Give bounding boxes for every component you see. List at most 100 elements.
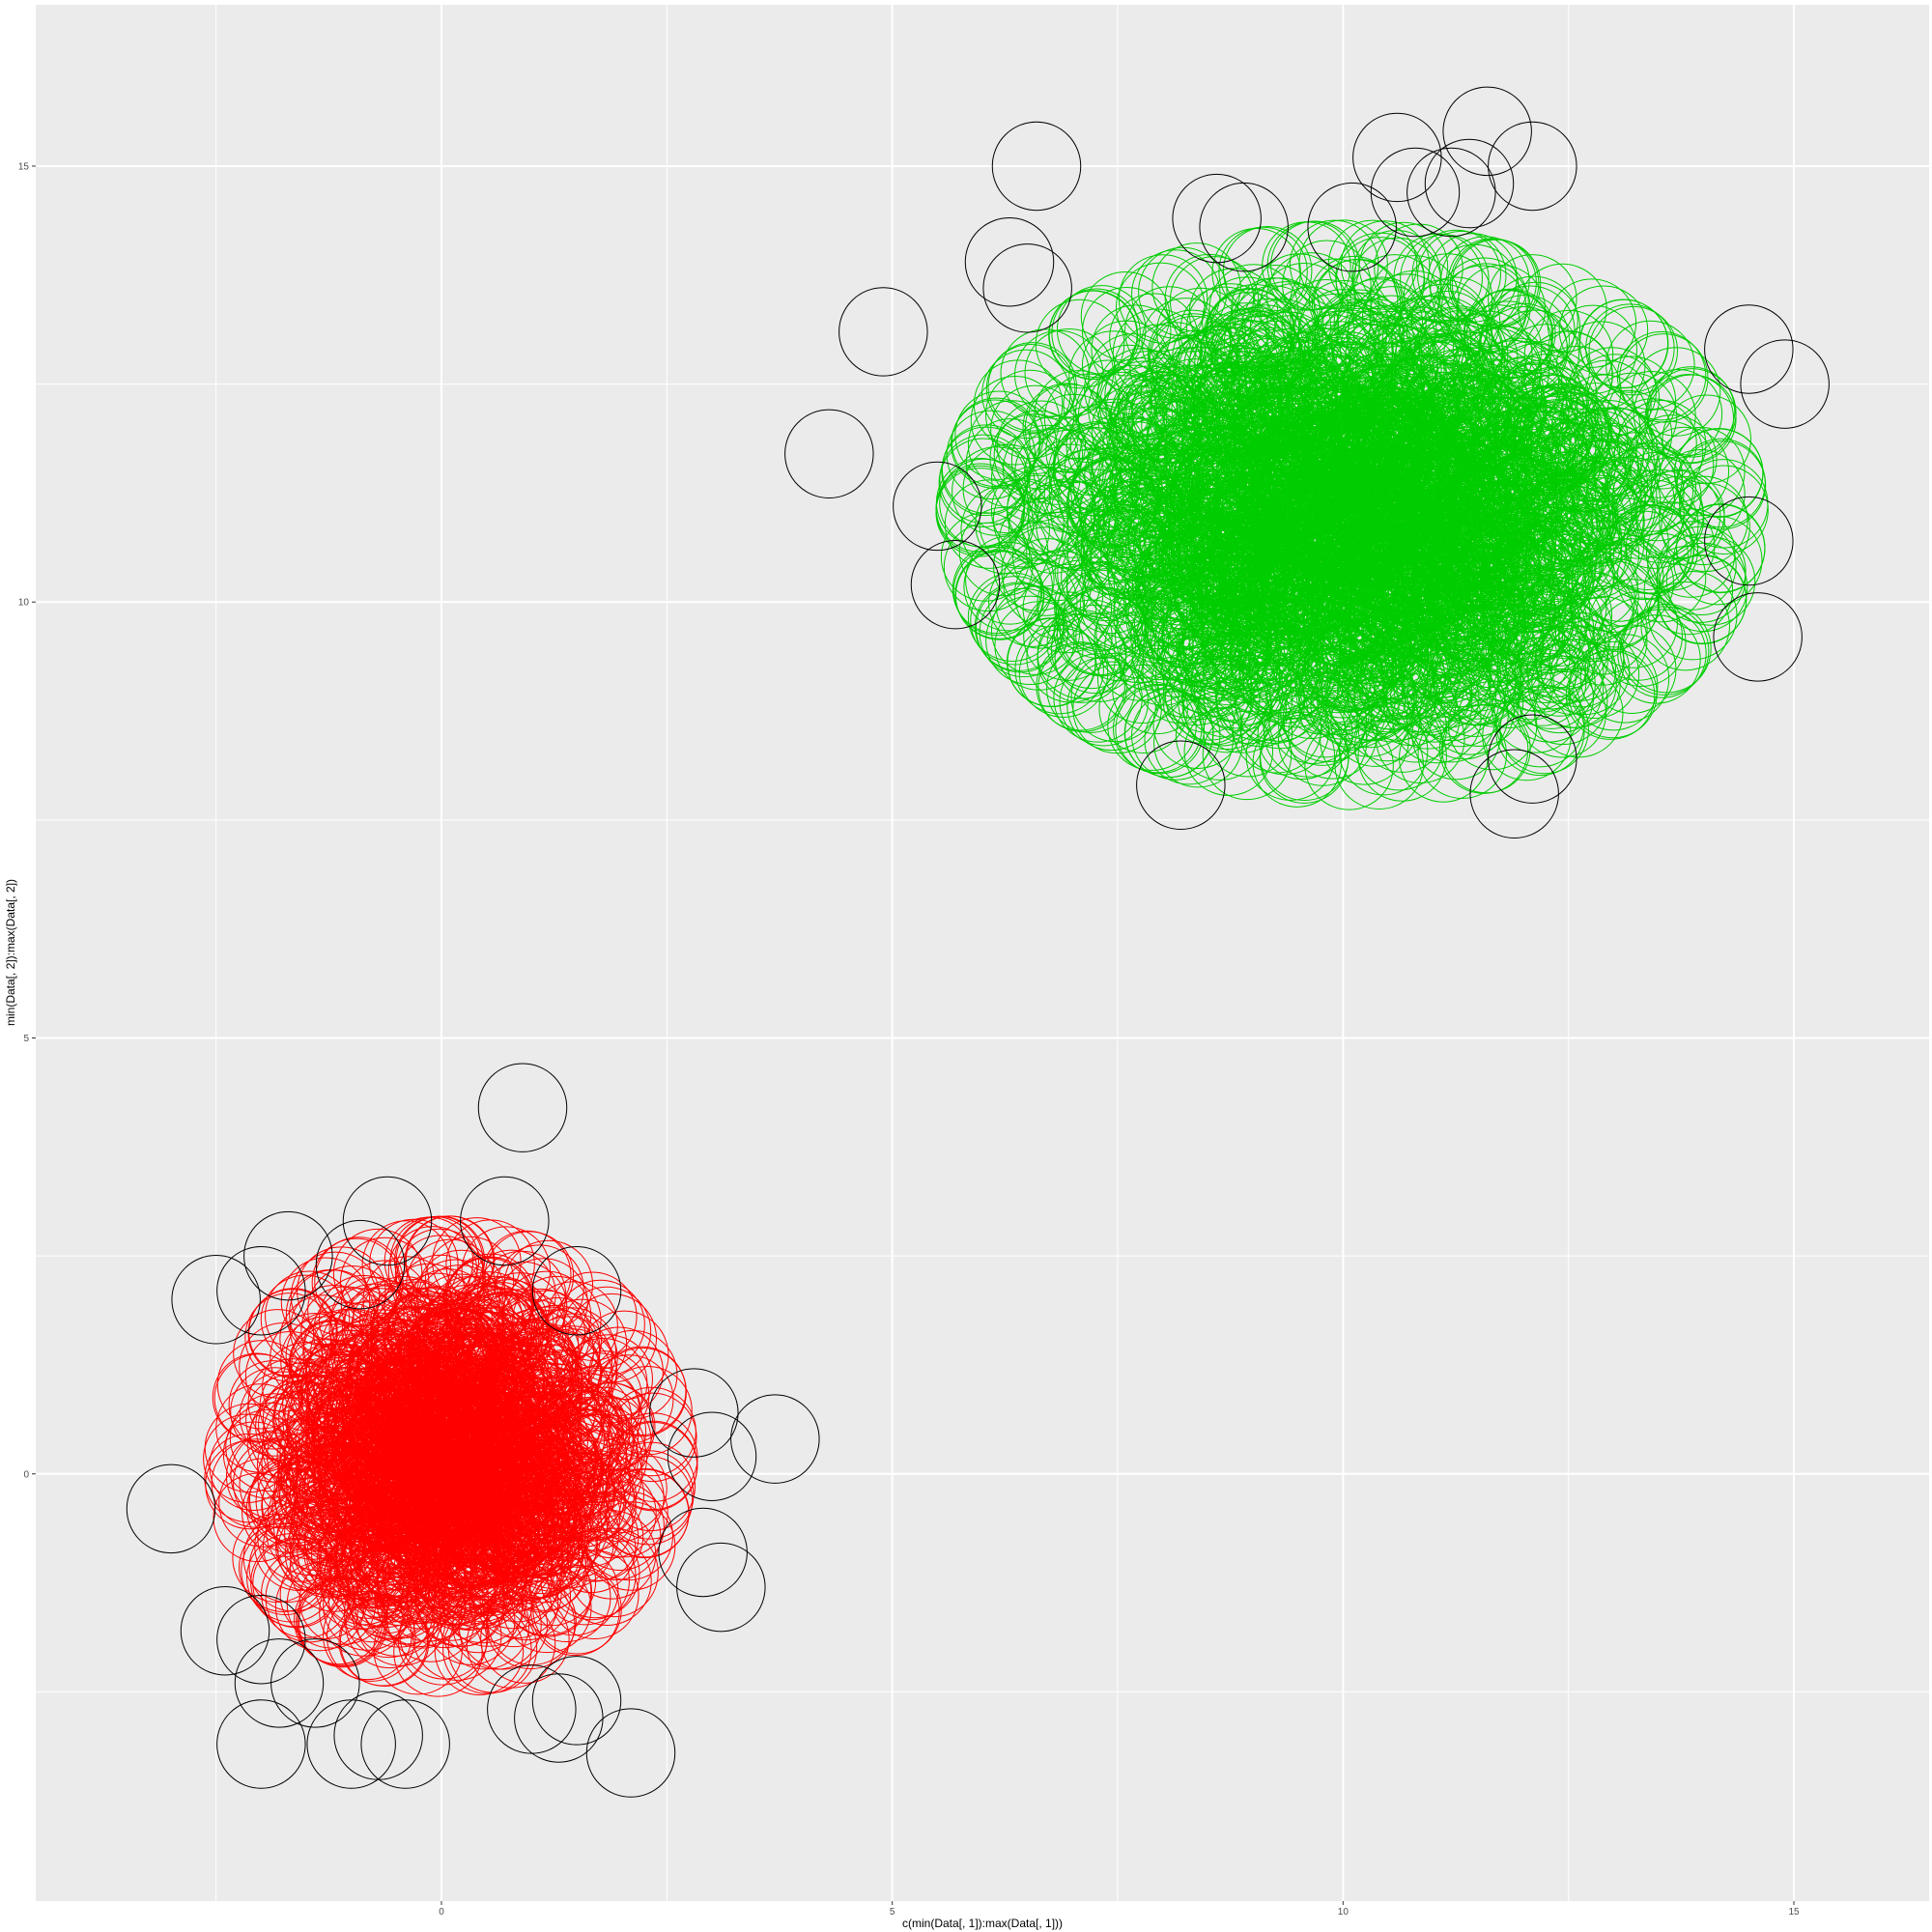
data-point <box>979 587 1069 678</box>
data-point <box>1569 407 1659 497</box>
data-point <box>979 478 1068 568</box>
data-point <box>1043 373 1134 464</box>
data-point <box>535 1452 625 1542</box>
data-point <box>1199 342 1290 433</box>
data-point <box>1170 655 1261 746</box>
data-point <box>1509 506 1599 596</box>
data-point <box>1452 304 1543 394</box>
outlier-point <box>243 1210 333 1301</box>
data-point <box>1428 505 1518 596</box>
data-point <box>342 1285 432 1375</box>
data-point <box>1317 480 1406 570</box>
data-point <box>1338 705 1429 796</box>
outlier-point <box>991 121 1082 212</box>
data-point <box>509 1413 599 1504</box>
data-point <box>1290 293 1380 384</box>
data-point <box>1089 510 1179 600</box>
data-point <box>1185 536 1275 627</box>
data-point <box>1399 279 1489 369</box>
data-point <box>1435 606 1526 696</box>
data-point <box>1645 508 1736 598</box>
outlier-point <box>667 1411 757 1501</box>
data-point <box>1501 520 1591 610</box>
data-point <box>454 1292 544 1382</box>
data-point <box>1046 643 1136 733</box>
data-point <box>1338 592 1428 683</box>
data-point <box>1438 704 1529 794</box>
data-point <box>1571 537 1661 627</box>
data-point <box>1612 451 1702 542</box>
outlier-point <box>1199 182 1289 272</box>
data-point <box>1491 343 1580 433</box>
x-tick-label: 5 <box>890 1907 895 1918</box>
data-point <box>248 1288 338 1378</box>
data-point <box>1304 721 1394 810</box>
data-point <box>297 1577 386 1667</box>
data-point <box>1432 630 1521 720</box>
outlier-point <box>1713 592 1803 682</box>
data-point <box>484 1396 574 1487</box>
data-point <box>1558 285 1649 376</box>
data-point <box>1521 390 1611 481</box>
data-point <box>377 1540 468 1630</box>
outlier-point <box>1740 339 1830 429</box>
data-point <box>1153 697 1243 788</box>
data-point <box>1349 560 1439 650</box>
data-point <box>1054 612 1145 702</box>
data-point <box>1411 690 1501 781</box>
outlier-point <box>315 1219 406 1310</box>
data-point <box>368 1332 458 1423</box>
data-point <box>1360 495 1451 584</box>
data-point <box>265 1552 355 1643</box>
data-point <box>1152 679 1242 769</box>
data-point <box>459 1288 549 1378</box>
data-point <box>1166 441 1256 532</box>
data-point <box>501 1546 592 1636</box>
data-point <box>1200 446 1290 537</box>
data-point <box>1675 503 1766 594</box>
data-point <box>1401 581 1492 670</box>
data-point <box>1542 412 1632 502</box>
data-point <box>1411 629 1501 720</box>
data-point <box>1265 286 1355 377</box>
data-point <box>1262 466 1352 556</box>
data-point <box>1311 259 1402 349</box>
data-point <box>1180 522 1271 612</box>
data-point <box>1313 298 1403 388</box>
data-point <box>472 1415 562 1505</box>
data-point <box>412 1526 501 1616</box>
data-point <box>1091 304 1180 394</box>
data-point <box>1157 473 1247 564</box>
data-point <box>1527 639 1617 728</box>
outlier-point <box>216 1699 306 1789</box>
data-point <box>1357 683 1448 773</box>
data-point <box>356 1512 447 1603</box>
data-point <box>1417 709 1508 800</box>
data-point <box>1508 608 1598 698</box>
outlier-point <box>1136 740 1226 830</box>
data-point <box>241 1525 330 1616</box>
data-point <box>1350 254 1439 344</box>
data-point <box>244 1293 334 1382</box>
data-point <box>327 1592 416 1682</box>
data-point <box>1107 681 1197 771</box>
data-point <box>1329 387 1420 478</box>
data-point <box>1487 630 1577 721</box>
y-tick-label: 0 <box>23 1469 29 1480</box>
data-point <box>1495 677 1585 768</box>
data-point <box>952 546 1043 637</box>
data-point <box>463 1432 554 1521</box>
data-point <box>435 1398 526 1488</box>
data-point <box>996 400 1087 490</box>
data-point <box>528 1281 618 1371</box>
data-point <box>1319 396 1408 487</box>
data-point <box>1534 668 1624 758</box>
data-point <box>605 1450 695 1540</box>
data-point <box>583 1354 674 1444</box>
data-point <box>1254 350 1344 440</box>
data-point <box>1656 533 1747 623</box>
data-point <box>1104 351 1194 440</box>
x-tick-label: 15 <box>1788 1907 1800 1918</box>
data-point <box>1358 340 1449 430</box>
data-point <box>1145 498 1235 588</box>
